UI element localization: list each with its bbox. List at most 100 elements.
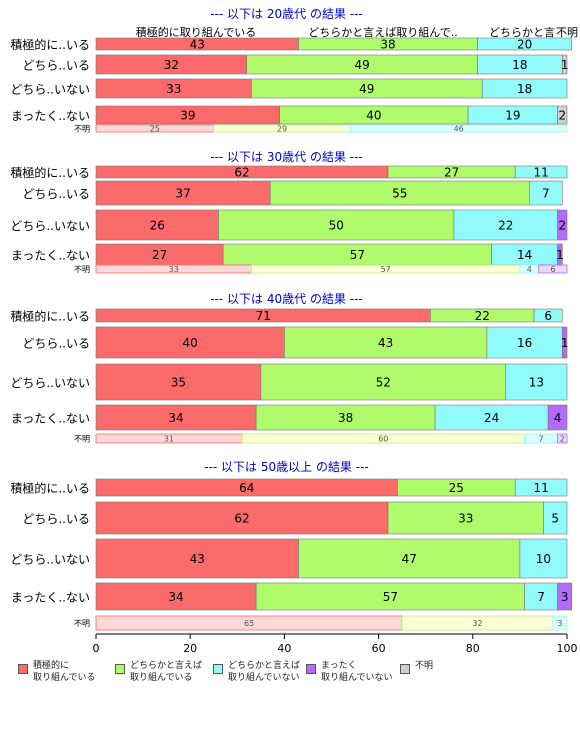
header-label: 不明 [556,26,578,39]
x-tick-label: 40 [277,642,291,655]
data-label: 64 [239,481,254,495]
data-label: 19 [505,109,520,123]
bar-segment [505,363,568,401]
row-label: まったく..ない [11,412,90,426]
bar-segment [533,308,563,323]
data-label: 7 [542,187,550,201]
data-label: 43 [378,336,393,350]
data-label: 52 [376,376,391,390]
data-label: 35 [171,376,186,390]
row-label: どちら..いる [22,512,90,526]
legend-label: 不明 [415,661,434,671]
data-label: 24 [484,411,499,425]
bar-segment [524,582,558,611]
row-label: 積極的に..いる [10,481,90,496]
data-label: 57 [383,590,398,604]
data-label: 1 [561,336,569,350]
bar-segment [561,54,568,75]
data-label: 10 [536,552,551,566]
legend-item: どちらかと言えば 取り組んでいない [213,660,300,684]
bar-segment [547,404,568,431]
data-label: 27 [152,248,167,262]
row-label: どちら..いる [22,187,90,201]
data-label: 18 [517,82,532,96]
data-label: 55 [392,187,407,201]
unknown-bar-segment [349,124,568,133]
data-label: 14 [517,248,532,262]
legend-item: 積極的に 取り組んでいる [18,660,96,684]
data-label: 40 [183,336,198,350]
bar-segment [284,326,488,359]
data-label: 32 [164,58,179,72]
data-label: 26 [150,219,165,233]
unknown-data-label: 6 [550,265,555,274]
data-label: 62 [234,512,249,526]
unknown-row-label: 不明 [74,619,90,628]
bar-segment [543,501,568,535]
bar-segment [95,582,257,611]
data-label: 4 [554,411,562,425]
bar-segment [561,326,568,359]
data-label: 33 [166,82,181,96]
data-label: 39 [180,109,195,123]
row-label: 積極的に..いる [10,309,90,324]
legend-label: まったく 取り組んでいない [321,661,393,683]
unknown-data-label: 31 [164,435,174,444]
unknown-data-label: 33 [169,265,179,274]
row-label: まったく..ない [11,591,90,605]
data-label: 11 [533,166,548,180]
x-tick-label: 0 [93,642,100,655]
data-label: 38 [380,38,395,52]
data-label: 43 [190,38,205,52]
legend-label: どちらかと言えば 取り組んでいない [228,661,301,683]
data-label: 7 [537,590,545,604]
data-label: 2 [558,219,566,233]
legend-swatch [306,664,316,674]
data-label: 1 [556,248,564,262]
data-label: 2 [558,109,566,123]
data-label: 22 [498,219,513,233]
row-label: どちら..いない [10,83,90,97]
data-label: 3 [561,590,569,604]
bar-segment [529,180,563,206]
unknown-bar-segment [552,615,568,631]
unknown-row-label: 不明 [74,435,90,444]
bar-segment [557,209,568,241]
data-label: 37 [175,187,190,201]
unknown-data-label: 4 [527,265,532,274]
unknown-data-label: 3 [557,619,562,628]
data-label: 33 [458,512,473,526]
unknown-data-label: 29 [277,125,287,134]
unknown-row-label: 不明 [74,125,90,134]
legend-swatch [18,664,28,674]
unknown-data-label: 65 [244,619,254,628]
bar-segment [519,538,568,579]
panel-title: --- 以下は 50歳以上 の結果 --- [204,460,369,474]
bar-segment [95,363,262,401]
legend-label: 積極的に 取り組んでいる [33,661,96,683]
unknown-bar-segment [538,264,568,274]
data-label: 57 [350,248,365,262]
unknown-data-label: 2 [560,435,565,444]
data-label: 38 [338,411,353,425]
data-label: 20 [517,38,532,52]
bar-segment [298,538,521,579]
bar-segment [486,326,563,359]
bar-segment [255,582,525,611]
data-label: 27 [444,166,459,180]
x-tick-label: 20 [183,642,197,655]
bar-segment [269,180,530,206]
legend-swatch [115,664,125,674]
panel-title: --- 以下は 20歳代 の結果 --- [210,7,363,21]
row-label: まったく..ない [11,109,90,123]
data-label: 22 [475,309,490,323]
row-label: どちら..いない [10,219,90,233]
unknown-bar-segment [557,433,568,444]
data-label: 34 [168,590,183,604]
bar-segment [95,209,219,241]
unknown-data-label: 60 [378,435,388,444]
data-label: 5 [551,512,559,526]
unknown-data-label: 32 [472,619,482,628]
data-label: 34 [168,411,183,425]
